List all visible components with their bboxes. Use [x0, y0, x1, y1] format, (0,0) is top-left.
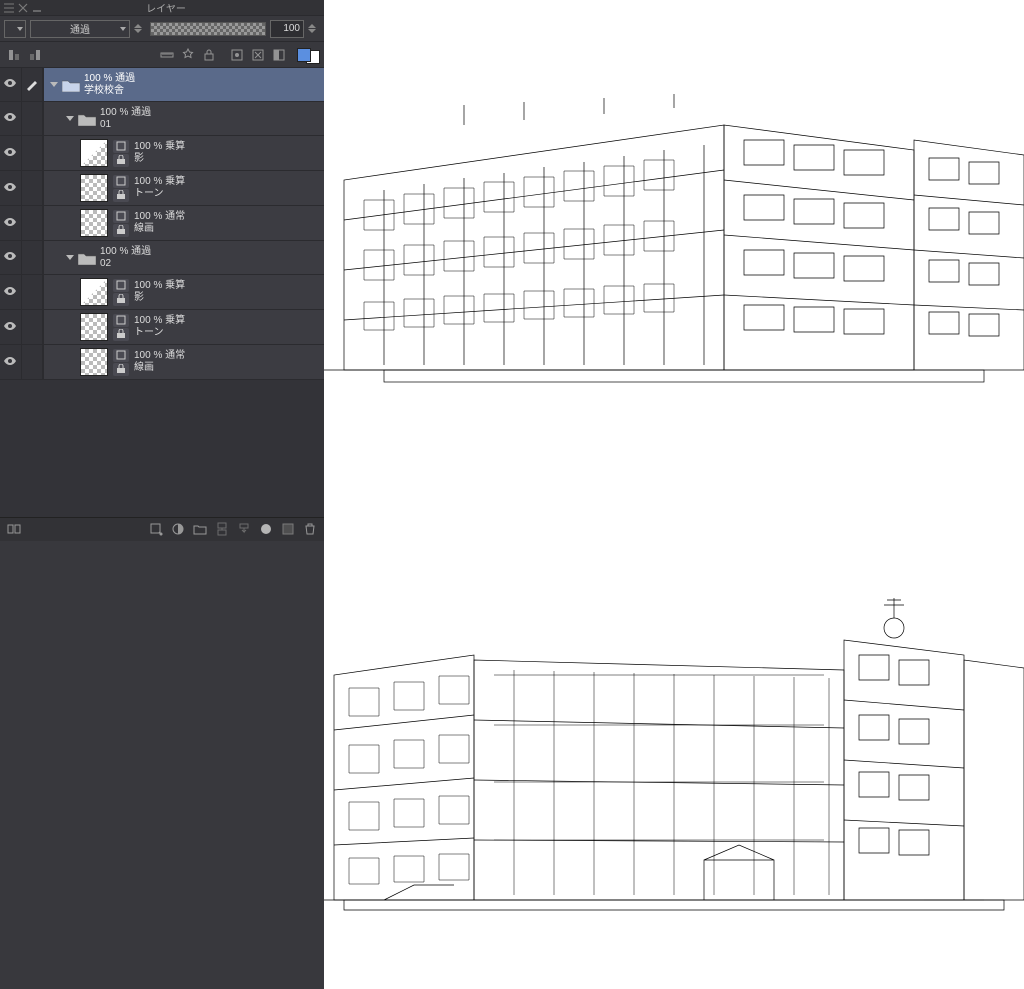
layer-list[interactable]: 100 % 通過学校校舎 100 % 通過01 100 % 乗算影 100 % 乗算ト… — [0, 68, 324, 517]
folder-icon — [78, 251, 96, 265]
layer-label: 100 % 通過01 — [100, 107, 151, 131]
mask-icon[interactable] — [269, 45, 289, 65]
visibility-icon[interactable] — [3, 180, 17, 197]
delete-layer-icon[interactable] — [300, 520, 320, 538]
layer-label: 100 % 通常線画 — [134, 350, 185, 374]
layer-label: 100 % 乗算影 — [134, 280, 185, 304]
palette-select[interactable] — [4, 20, 26, 38]
fg-color-swatch[interactable] — [297, 48, 311, 62]
minimize-icon[interactable] — [32, 3, 42, 13]
visibility-icon[interactable] — [3, 145, 17, 162]
layer-row[interactable]: 100 % 乗算影 — [0, 275, 324, 310]
draft-icon[interactable] — [248, 45, 268, 65]
opacity-slider[interactable] — [150, 22, 266, 36]
layer-thumbnail[interactable] — [80, 209, 108, 237]
expand-icon[interactable] — [64, 113, 76, 125]
folder-icon — [62, 78, 80, 92]
opacity-stepper[interactable] — [308, 20, 320, 38]
artwork-building-2 — [324, 580, 1024, 940]
layer-badges — [112, 210, 130, 237]
layer-thumbnail[interactable] — [80, 139, 108, 167]
apply-mask-icon[interactable] — [278, 520, 298, 538]
layer-bottom-toolbar — [0, 517, 324, 541]
visibility-icon[interactable] — [3, 110, 17, 127]
layer-badges — [112, 314, 130, 341]
blend-mode-stepper[interactable] — [134, 20, 146, 38]
ruler-icon[interactable] — [157, 45, 177, 65]
menu-icon[interactable] — [4, 3, 14, 13]
create-mask-icon[interactable] — [256, 520, 276, 538]
new-correction-icon[interactable] — [168, 520, 188, 538]
layer-badges — [112, 279, 130, 306]
layer-row[interactable]: 100 % 乗算影 — [0, 136, 324, 171]
canvas-area[interactable] — [324, 0, 1024, 989]
transfer-down-icon[interactable] — [212, 520, 232, 538]
expand-icon[interactable] — [64, 252, 76, 264]
artwork-building-1 — [324, 70, 1024, 410]
layer-row[interactable]: 100 % 通過02 — [0, 241, 324, 275]
expand-icon[interactable] — [48, 79, 60, 91]
layer-row[interactable]: 100 % 通過01 — [0, 102, 324, 136]
edit-target-icon[interactable] — [22, 68, 44, 101]
layer-option-row — [0, 42, 324, 68]
reference-icon[interactable] — [227, 45, 247, 65]
visibility-icon[interactable] — [3, 215, 17, 232]
visibility-icon[interactable] — [3, 76, 17, 93]
lock-icon[interactable] — [199, 45, 219, 65]
visibility-icon[interactable] — [3, 354, 17, 371]
new-folder-icon[interactable] — [190, 520, 210, 538]
blend-mode-select[interactable]: 通過 — [30, 20, 130, 38]
visibility-icon[interactable] — [3, 249, 17, 266]
close-icon[interactable] — [18, 3, 28, 13]
new-layer-icon[interactable] — [146, 520, 166, 538]
visibility-icon[interactable] — [3, 284, 17, 301]
layer-row[interactable]: 100 % 通常線画 — [0, 345, 324, 380]
color-swatches[interactable] — [297, 45, 320, 64]
layer-label: 100 % 乗算トーン — [134, 176, 185, 200]
panel-filler — [0, 541, 324, 989]
layers-panel: レイヤー 通過 100 — [0, 0, 324, 989]
blend-controls: 通過 100 — [0, 16, 324, 42]
app-root: レイヤー 通過 100 — [0, 0, 1024, 989]
layer-badges — [112, 140, 130, 167]
merge-down-icon[interactable] — [234, 520, 254, 538]
panel-title: レイヤー — [42, 0, 290, 15]
layer-label: 100 % 通過02 — [100, 246, 151, 270]
layer-row[interactable]: 100 % 乗算トーン — [0, 310, 324, 345]
layer-badges — [112, 349, 130, 376]
layer-row[interactable]: 100 % 乗算トーン — [0, 171, 324, 206]
layer-thumbnail[interactable] — [80, 348, 108, 376]
panel-titlebar[interactable]: レイヤー — [0, 0, 324, 16]
clip-bottom-icon[interactable] — [4, 45, 24, 65]
layer-thumbnail[interactable] — [80, 174, 108, 202]
clip-top-icon[interactable] — [25, 45, 45, 65]
visibility-icon[interactable] — [3, 319, 17, 336]
layer-row[interactable]: 100 % 通過学校校舎 — [0, 68, 324, 102]
layer-thumbnail[interactable] — [80, 313, 108, 341]
folder-icon — [78, 112, 96, 126]
two-pane-icon[interactable] — [4, 520, 24, 538]
layer-badges — [112, 175, 130, 202]
blend-mode-label: 通過 — [70, 21, 90, 36]
layer-thumbnail[interactable] — [80, 278, 108, 306]
layer-label: 100 % 乗算影 — [134, 141, 185, 165]
layer-label: 100 % 通過学校校舎 — [84, 73, 135, 97]
layer-row[interactable]: 100 % 通常線画 — [0, 206, 324, 241]
effect-icon[interactable] — [178, 45, 198, 65]
opacity-value[interactable]: 100 — [270, 20, 304, 38]
layer-label: 100 % 通常線画 — [134, 211, 185, 235]
layer-label: 100 % 乗算トーン — [134, 315, 185, 339]
